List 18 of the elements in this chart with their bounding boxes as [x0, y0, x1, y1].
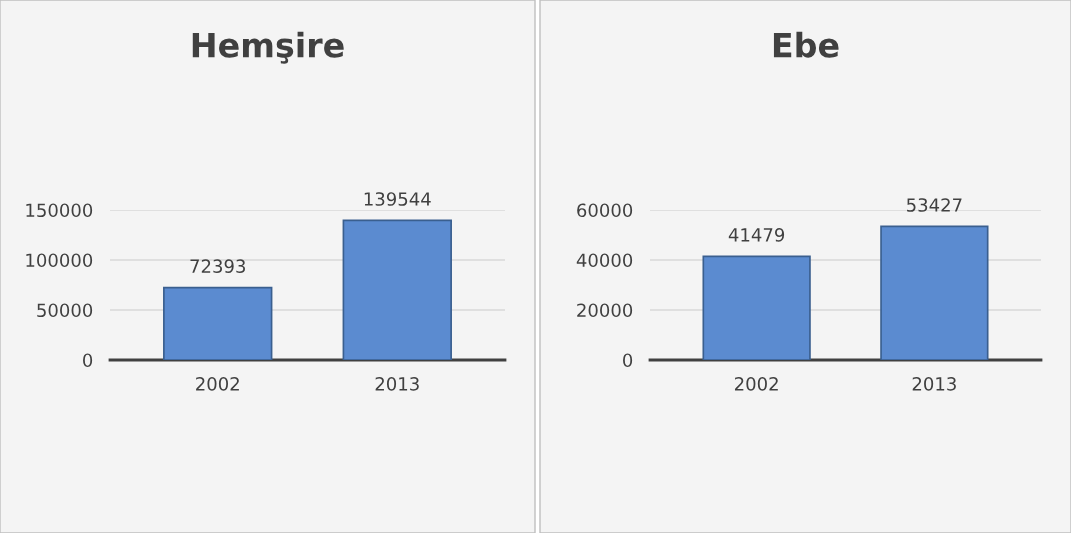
- y-tick-label: 100000: [26, 253, 93, 268]
- chart-title: Ebe: [773, 31, 839, 58]
- y-tick-label: 20000: [577, 303, 633, 318]
- data-label: 72393: [190, 259, 245, 273]
- x-tick-label: 2013: [375, 376, 419, 391]
- y-tick-label: 60000: [577, 203, 633, 218]
- data-label: 53427: [907, 198, 962, 212]
- data-label: 41479: [728, 228, 785, 242]
- y-tick-label: 150000: [26, 203, 93, 218]
- x-tick-label: 2002: [734, 376, 778, 391]
- chart-title: Hemşire: [192, 31, 344, 64]
- x-tick-label: 2013: [912, 376, 956, 391]
- y-tick-label: 0: [623, 353, 633, 368]
- x-tick-label: 2002: [196, 376, 239, 391]
- y-tick-label: 50000: [37, 303, 93, 318]
- y-tick-label: 0: [83, 353, 93, 368]
- y-tick-label: 40000: [576, 253, 633, 268]
- data-label: 139544: [364, 192, 431, 206]
